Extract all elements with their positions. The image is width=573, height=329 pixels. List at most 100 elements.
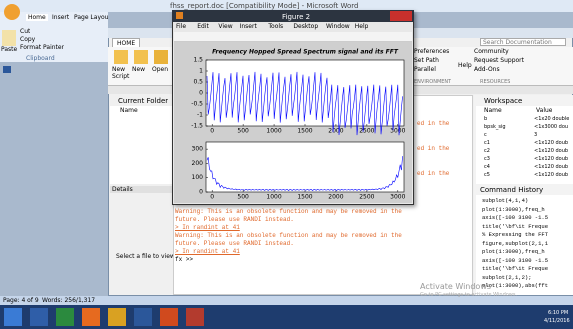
- history-line[interactable]: subplot(4,1,4): [482, 197, 528, 204]
- workspace-name[interactable]: bpsk_sig: [484, 124, 506, 130]
- help-button[interactable]: Help: [458, 62, 472, 69]
- toolbar-icon[interactable]: [154, 50, 168, 64]
- figure-plots: Frequency Hopped Spread Spectrum signal …: [174, 42, 412, 203]
- clipboard-button[interactable]: Cut: [20, 28, 30, 35]
- x-tick-label: 500: [237, 194, 249, 201]
- history-line[interactable]: axis([-100 3100 -1.5: [482, 214, 548, 221]
- workspace-value[interactable]: <1x120 doub: [534, 140, 568, 146]
- word-nav: [3, 66, 11, 73]
- history-line[interactable]: subplot(2,1,2);: [482, 274, 532, 281]
- history-line[interactable]: % Expressing the FFT: [482, 231, 548, 238]
- history-line[interactable]: plot(1:3000),freq_h: [482, 248, 545, 255]
- taskbar-app[interactable]: [56, 308, 74, 326]
- environment-button[interactable]: Preferences: [414, 48, 449, 55]
- y-tick-label: 100: [192, 174, 204, 181]
- workspace-value[interactable]: <1x120 doub: [534, 164, 568, 170]
- taskbar-app[interactable]: [30, 308, 48, 326]
- matlab-toolbar: New ScriptNewOpen: [112, 50, 172, 82]
- word-tab[interactable]: Home: [26, 14, 48, 21]
- workspace-name[interactable]: b: [484, 116, 487, 122]
- figure-menu-item[interactable]: Edit: [197, 23, 209, 30]
- resource-button[interactable]: Community: [474, 48, 509, 55]
- toolbar-label[interactable]: New: [132, 66, 152, 73]
- taskbar-app[interactable]: [160, 308, 178, 326]
- clock-date: 4/11/2016: [544, 318, 570, 324]
- status-page: Page: 4 of 9: [3, 297, 39, 304]
- workspace-value[interactable]: <1x20 double: [534, 116, 569, 122]
- chart-title: Frequency Hopped Spread Spectrum signal …: [212, 49, 399, 56]
- taskbar-app[interactable]: [108, 308, 126, 326]
- activate-title: Activate Windows: [420, 282, 491, 291]
- workspace-name[interactable]: c3: [484, 156, 490, 162]
- resource-button[interactable]: Add-Ons: [474, 66, 500, 73]
- workspace-value[interactable]: <1x120 doub: [534, 156, 568, 162]
- command-prompt[interactable]: fx >>: [175, 256, 193, 263]
- workspace-name[interactable]: c4: [484, 164, 490, 170]
- history-line[interactable]: title('\bf\it Freque: [482, 265, 548, 272]
- figure-menu-item[interactable]: Window: [326, 23, 350, 30]
- figure-menu-item[interactable]: Insert: [240, 23, 257, 30]
- x-tick-label: 500: [237, 128, 249, 135]
- figure-menu-item[interactable]: Desktop: [293, 23, 318, 30]
- history-line[interactable]: axis([-100 3100 -1.5: [482, 257, 548, 264]
- y-tick-label: 1: [199, 68, 203, 75]
- environment-button[interactable]: Set Path: [414, 57, 439, 64]
- y-tick-label: 300: [192, 146, 204, 153]
- history-line[interactable]: title('\bf\it Freque: [482, 223, 548, 230]
- x-tick-label: 1500: [297, 194, 312, 201]
- toolbar-icon[interactable]: [114, 50, 128, 64]
- history-line[interactable]: figure,subplot(2,1,1: [482, 240, 548, 247]
- figure-menu-item[interactable]: File: [176, 23, 186, 30]
- toolbar-label[interactable]: New Script: [112, 66, 132, 80]
- taskbar-app[interactable]: [82, 308, 100, 326]
- figure-menu-item[interactable]: Tools: [268, 23, 283, 30]
- figure-menu-item[interactable]: View: [218, 23, 232, 30]
- toolbar-icon[interactable]: [134, 50, 148, 64]
- paste-icon[interactable]: [2, 30, 16, 46]
- figure-close[interactable]: [390, 11, 412, 21]
- x-tick-label: 2500: [359, 194, 374, 201]
- command-line: ed in the: [417, 120, 449, 127]
- figure-menu-item[interactable]: Help: [355, 23, 369, 30]
- workspace-value[interactable]: 3: [534, 132, 537, 138]
- clipboard-button[interactable]: Format Painter: [20, 44, 64, 51]
- word-tab[interactable]: Page Layout: [74, 14, 108, 21]
- word-document-area: [0, 62, 108, 296]
- environment-group: Preferences Set Path Parallel: [414, 48, 454, 78]
- workspace-value[interactable]: <1x3000 dou: [534, 124, 568, 130]
- x-tick-label: 1500: [297, 128, 312, 135]
- office-button[interactable]: [4, 4, 20, 20]
- clipboard-button[interactable]: Copy: [20, 36, 35, 43]
- word-tabs: Home Insert Page Layout: [26, 13, 108, 22]
- word-tab[interactable]: Insert: [52, 14, 69, 21]
- start-button[interactable]: [4, 308, 22, 326]
- search-documentation[interactable]: Search Documentation: [480, 38, 566, 46]
- toolbar-label[interactable]: Open: [152, 66, 172, 73]
- axes: [206, 142, 404, 192]
- workspace-column: Value: [536, 107, 552, 114]
- workspace-value[interactable]: <1x120 doub: [534, 172, 568, 178]
- y-tick-label: -0.5: [191, 101, 203, 108]
- taskbar-app[interactable]: [134, 308, 152, 326]
- x-tick-label: 2000: [328, 194, 343, 201]
- history-line[interactable]: plot(1:3000),freq_h: [482, 206, 545, 213]
- x-tick-label: 3000: [390, 194, 405, 201]
- command-line[interactable]: > In randint at 41: [175, 248, 240, 255]
- resource-button[interactable]: Request Support: [474, 57, 524, 64]
- workspace-name[interactable]: c2: [484, 148, 490, 154]
- clipboard-group: CutCopyFormat Painter: [20, 28, 108, 52]
- workspace-name[interactable]: c1: [484, 140, 490, 146]
- workspace-name[interactable]: c5: [484, 172, 490, 178]
- x-tick-label: 2000: [328, 128, 343, 135]
- command-line[interactable]: > In randint at 41: [175, 224, 240, 231]
- workspace-value[interactable]: <1x120 doub: [534, 148, 568, 154]
- environment-button[interactable]: Parallel: [414, 66, 436, 73]
- history-line[interactable]: plot(1:3000),abs(fft: [482, 282, 548, 289]
- workspace-title: Workspace: [484, 97, 522, 105]
- paste-label[interactable]: Paste: [1, 46, 17, 53]
- current-folder-panel: [110, 106, 172, 184]
- taskbar-app[interactable]: [186, 308, 204, 326]
- workspace-name[interactable]: c: [484, 132, 487, 138]
